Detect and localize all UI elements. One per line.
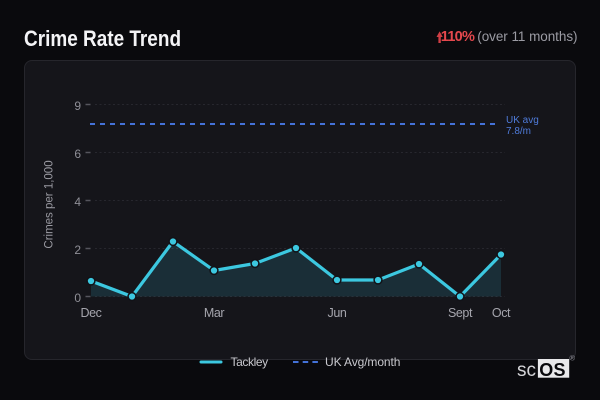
svg-text:Dec: Dec (80, 306, 101, 320)
svg-text:2: 2 (74, 243, 81, 257)
svg-text:sc: sc (517, 360, 536, 381)
svg-text:Crimes per 1,000: Crimes per 1,000 (44, 160, 56, 248)
svg-text:UK avg: UK avg (506, 115, 539, 126)
svg-text:UK Avg/month: UK Avg/month (325, 355, 400, 369)
svg-text:7.8/m: 7.8/m (506, 126, 531, 137)
svg-text:Sept: Sept (448, 306, 473, 320)
svg-text:4: 4 (74, 195, 81, 209)
svg-text:Mar: Mar (204, 306, 225, 320)
svg-text:Oct: Oct (492, 306, 511, 320)
svg-text:®: ® (570, 354, 576, 363)
svg-text:OS: OS (539, 360, 565, 380)
svg-text:6: 6 (74, 147, 81, 161)
svg-text:0: 0 (74, 291, 81, 305)
svg-text:Tackley: Tackley (231, 355, 269, 369)
svg-text:Jun: Jun (328, 306, 347, 320)
svg-text:9: 9 (74, 99, 81, 113)
